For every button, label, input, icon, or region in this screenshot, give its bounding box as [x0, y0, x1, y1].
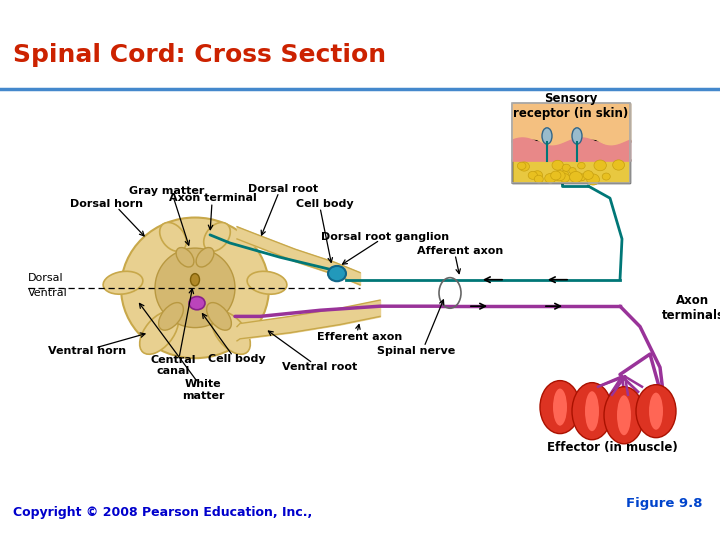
Text: Afferent axon: Afferent axon — [417, 246, 503, 256]
Ellipse shape — [594, 160, 606, 171]
Text: Axon
terminals: Axon terminals — [662, 294, 720, 322]
Ellipse shape — [528, 171, 537, 179]
Text: Dorsal horn: Dorsal horn — [71, 199, 143, 210]
Ellipse shape — [545, 173, 556, 183]
Ellipse shape — [207, 302, 231, 330]
Ellipse shape — [121, 218, 269, 358]
Ellipse shape — [572, 128, 582, 144]
Ellipse shape — [559, 171, 569, 180]
FancyBboxPatch shape — [512, 103, 630, 141]
Ellipse shape — [103, 271, 143, 294]
Ellipse shape — [649, 393, 663, 430]
Ellipse shape — [247, 271, 287, 294]
Ellipse shape — [553, 171, 565, 181]
Ellipse shape — [551, 171, 561, 180]
Ellipse shape — [534, 176, 544, 183]
Ellipse shape — [559, 174, 570, 183]
Ellipse shape — [570, 171, 582, 183]
Ellipse shape — [604, 387, 644, 444]
Text: Effector (in muscle): Effector (in muscle) — [546, 441, 678, 454]
Text: Spinal Cord: Cross Section: Spinal Cord: Cross Section — [13, 43, 386, 68]
Ellipse shape — [155, 248, 235, 328]
Text: Sensory
receptor (in skin): Sensory receptor (in skin) — [513, 92, 629, 120]
Ellipse shape — [577, 174, 585, 181]
Text: Axon terminal: Axon terminal — [169, 193, 257, 203]
Ellipse shape — [569, 167, 576, 174]
Ellipse shape — [562, 164, 570, 171]
Ellipse shape — [587, 174, 600, 185]
Text: Dorsal: Dorsal — [28, 273, 63, 282]
Ellipse shape — [542, 128, 552, 144]
Text: Spinal nerve: Spinal nerve — [377, 346, 455, 356]
Ellipse shape — [552, 160, 563, 170]
Ellipse shape — [189, 296, 205, 310]
Text: Gray matter: Gray matter — [130, 186, 204, 196]
Ellipse shape — [191, 274, 199, 286]
Ellipse shape — [577, 163, 585, 169]
Ellipse shape — [585, 391, 599, 431]
Ellipse shape — [519, 162, 529, 171]
FancyBboxPatch shape — [512, 140, 630, 160]
Ellipse shape — [540, 381, 580, 434]
Ellipse shape — [204, 222, 230, 251]
Ellipse shape — [572, 383, 612, 440]
Ellipse shape — [617, 395, 631, 435]
Ellipse shape — [196, 247, 214, 267]
Ellipse shape — [532, 171, 542, 179]
Ellipse shape — [160, 222, 186, 251]
Text: Copyright © 2008 Pearson Education, Inc.,: Copyright © 2008 Pearson Education, Inc.… — [13, 506, 312, 519]
Text: Dorsal root ganglion: Dorsal root ganglion — [321, 232, 449, 242]
Text: Central
canal: Central canal — [150, 355, 196, 376]
Text: White
matter: White matter — [181, 379, 224, 401]
Ellipse shape — [579, 174, 586, 180]
Text: Cell body: Cell body — [296, 199, 354, 210]
Text: Dorsal root: Dorsal root — [248, 184, 318, 194]
Ellipse shape — [140, 311, 179, 354]
Ellipse shape — [518, 162, 526, 170]
Ellipse shape — [176, 247, 194, 267]
Ellipse shape — [158, 302, 184, 330]
Text: Cell body: Cell body — [208, 354, 266, 364]
Text: Figure 9.8: Figure 9.8 — [626, 497, 702, 510]
Ellipse shape — [613, 160, 624, 170]
Ellipse shape — [636, 384, 676, 438]
Ellipse shape — [212, 311, 251, 354]
Ellipse shape — [602, 173, 611, 180]
Text: Ventral root: Ventral root — [282, 362, 358, 373]
FancyBboxPatch shape — [512, 159, 630, 183]
Ellipse shape — [553, 389, 567, 426]
Ellipse shape — [583, 171, 593, 179]
Text: Ventral: Ventral — [28, 288, 68, 298]
Ellipse shape — [328, 266, 346, 281]
Text: Ventral horn: Ventral horn — [48, 346, 126, 356]
Text: Efferent axon: Efferent axon — [318, 332, 402, 342]
